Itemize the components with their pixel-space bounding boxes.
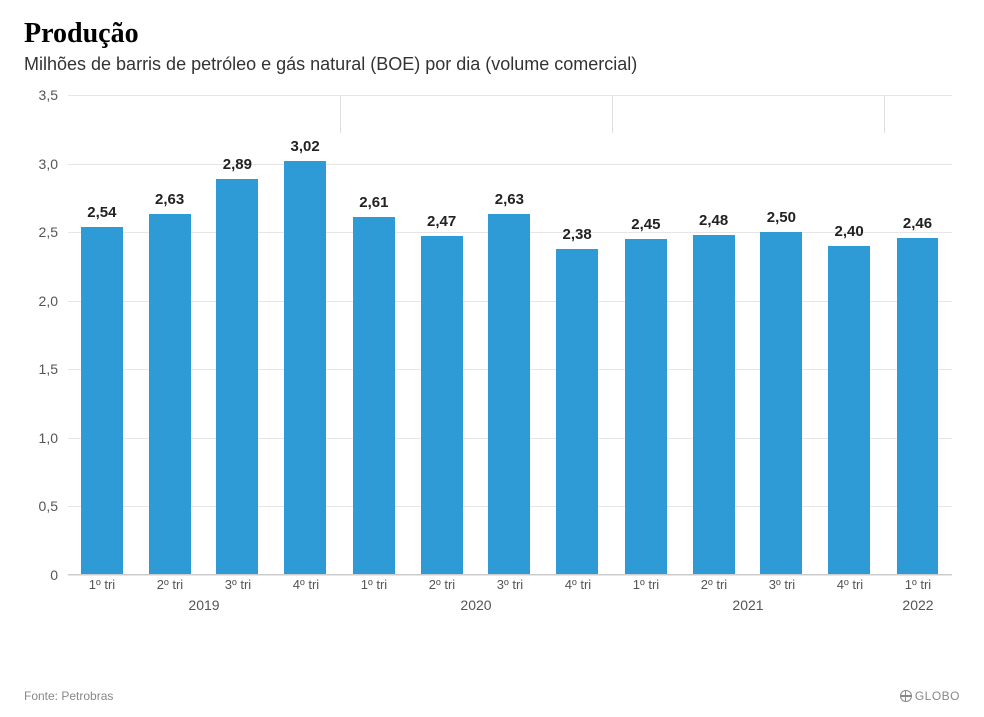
year-group: 2,45 2,48 2,50 2,40 [612,95,884,575]
quarter-labels-row: 1º tri [884,575,952,595]
y-tick-label: 1,0 [39,430,58,446]
bar-value-label: 2,40 [835,223,864,240]
bar: 2,61 [353,217,395,575]
y-tick-label: 0 [50,567,58,583]
bar-slot: 3,02 [271,95,339,575]
x-year-group: 1º tri2022 [884,575,952,615]
bar-slot: 2,61 [340,95,408,575]
brand-text: GLOBO [915,689,960,703]
y-tick-label: 3,5 [39,87,58,103]
globe-icon [900,690,912,702]
bar-slot: 2,38 [543,95,611,575]
chart-subtitle: Milhões de barris de petróleo e gás natu… [24,54,960,75]
year-separator [884,95,885,133]
year-group: 2,61 2,47 2,63 2,38 [340,95,612,575]
bar: 2,54 [81,227,123,575]
year-label: 2020 [340,595,612,615]
bar-value-label: 2,48 [699,212,728,229]
chart-container: 00,51,01,52,02,53,03,5 2,542,632,893,022… [24,95,960,615]
bar-slot: 2,50 [748,95,816,575]
bar-slot: 2,46 [884,95,951,575]
bar-value-label: 2,46 [903,215,932,232]
bar-value-label: 3,02 [291,138,320,155]
bar-slot: 2,54 [68,95,136,575]
bar: 2,89 [216,179,258,575]
y-tick-label: 0,5 [39,498,58,514]
bar: 2,38 [556,249,598,575]
quarter-label: 2º tri [408,575,476,595]
bar-value-label: 2,61 [359,194,388,211]
bars-container: 2,54 2,63 2,89 3,02 2,61 2,47 2,63 2,38 2,45 2,48… [68,95,952,575]
year-group: 2,46 [884,95,952,575]
brand-logo: GLOBO [900,689,960,703]
quarter-label: 1º tri [68,575,136,595]
bar-value-label: 2,45 [631,216,660,233]
quarter-labels-row: 1º tri2º tri3º tri4º tri [612,575,884,595]
y-tick-label: 3,0 [39,156,58,172]
x-year-group: 1º tri2º tri3º tri4º tri2020 [340,575,612,615]
quarter-label: 2º tri [680,575,748,595]
quarter-labels-row: 1º tri2º tri3º tri4º tri [68,575,340,595]
bar: 2,40 [828,246,870,575]
quarter-label: 4º tri [544,575,612,595]
bar-slot: 2,48 [680,95,748,575]
bar: 2,46 [897,238,939,575]
quarter-label: 4º tri [272,575,340,595]
quarter-labels-row: 1º tri2º tri3º tri4º tri [340,575,612,595]
bar-slot: 2,63 [476,95,544,575]
y-axis: 00,51,01,52,02,53,03,5 [24,95,64,575]
year-separator [340,95,341,133]
bar-value-label: 2,63 [155,191,184,208]
bar-value-label: 2,54 [87,204,116,221]
year-separator [612,95,613,133]
year-label: 2022 [884,595,952,615]
quarter-label: 1º tri [340,575,408,595]
source-text: Fonte: Petrobras [24,689,113,703]
bar-value-label: 2,50 [767,209,796,226]
bar: 2,45 [625,239,667,575]
bar-value-label: 2,89 [223,156,252,173]
quarter-label: 4º tri [816,575,884,595]
bar: 3,02 [284,161,326,575]
y-tick-label: 2,0 [39,293,58,309]
quarter-label: 1º tri [884,575,952,595]
y-tick-label: 2,5 [39,224,58,240]
bar-slot: 2,89 [204,95,272,575]
chart-title: Produção [24,18,960,50]
quarter-label: 3º tri [476,575,544,595]
quarter-label: 1º tri [612,575,680,595]
x-year-group: 1º tri2º tri3º tri4º tri2019 [68,575,340,615]
y-tick-label: 1,5 [39,361,58,377]
quarter-label: 3º tri [204,575,272,595]
bar: 2,63 [488,214,530,575]
bar-slot: 2,63 [136,95,204,575]
bar: 2,47 [421,236,463,575]
bar: 2,48 [693,235,735,575]
year-label: 2019 [68,595,340,615]
bar: 2,63 [149,214,191,575]
bar-slot: 2,40 [815,95,883,575]
year-label: 2021 [612,595,884,615]
bar-value-label: 2,38 [563,226,592,243]
plot-area: 2,54 2,63 2,89 3,02 2,61 2,47 2,63 2,38 2,45 2,48… [68,95,952,575]
bar-slot: 2,47 [408,95,476,575]
bar-value-label: 2,63 [495,191,524,208]
bar: 2,50 [760,232,802,575]
x-year-group: 1º tri2º tri3º tri4º tri2021 [612,575,884,615]
bar-slot: 2,45 [612,95,680,575]
chart-footer: Fonte: Petrobras GLOBO [24,689,960,703]
x-axis-labels: 1º tri2º tri3º tri4º tri20191º tri2º tri… [68,575,952,615]
quarter-label: 3º tri [748,575,816,595]
year-group: 2,54 2,63 2,89 3,02 [68,95,340,575]
quarter-label: 2º tri [136,575,204,595]
bar-value-label: 2,47 [427,213,456,230]
